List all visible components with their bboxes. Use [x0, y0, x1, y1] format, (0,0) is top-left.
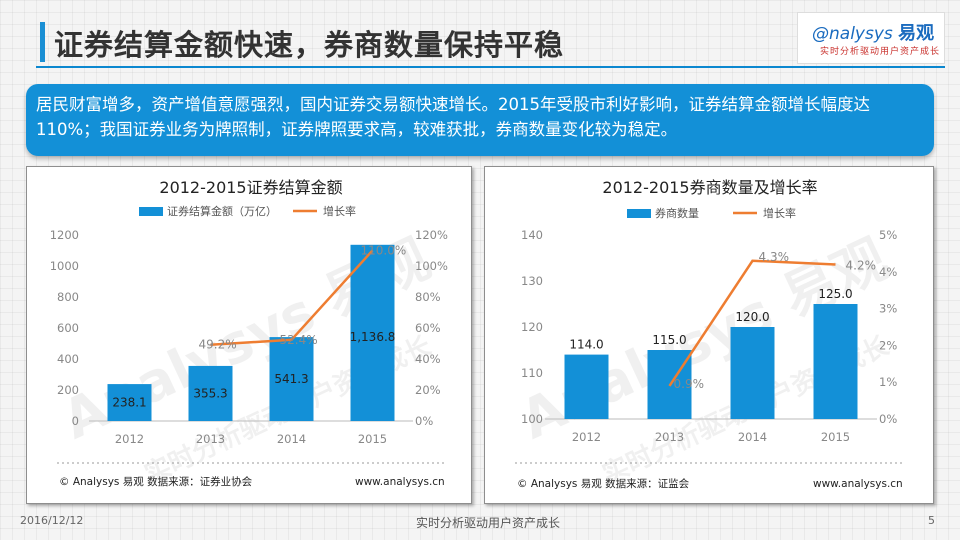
y-left-tick: 400 — [57, 352, 79, 366]
y-right-tick: 80% — [415, 290, 441, 304]
logo-swoosh-icon: @ — [812, 24, 829, 44]
chart-title: 2012-2015证券结算金额 — [159, 178, 342, 197]
y-right-tick: 60% — [415, 321, 441, 335]
y-left-tick: 1200 — [50, 228, 79, 242]
summary-box: 居民财富增多，资产增值意愿强烈，国内证券交易额快速增长。2015年受股市利好影响… — [26, 84, 934, 156]
growth-rate-label: 110.0% — [361, 244, 407, 258]
page-number: 5 — [928, 514, 935, 527]
x-category-label: 2015 — [821, 430, 850, 444]
bar-2013 — [188, 365, 233, 421]
legend-bar-swatch — [627, 209, 651, 218]
logo-tagline: 实时分析驱动用户资产成长 — [820, 47, 941, 57]
chart-title: 2012-2015券商数量及增长率 — [602, 178, 817, 197]
footer-slogan: 实时分析驱动用户资产成长 — [416, 516, 561, 530]
website-note: www.analysys.cn — [355, 476, 445, 488]
source-note: © Analysys 易观 数据来源：证券业协会 — [59, 475, 253, 488]
growth-rate-line — [668, 259, 836, 387]
y-right-tick: 2% — [879, 338, 897, 352]
growth-rate-label: 0.9% — [674, 377, 705, 391]
bar-2014 — [269, 337, 314, 421]
y-left-tick: 800 — [57, 290, 79, 304]
x-category-label: 2015 — [358, 432, 387, 446]
source-note: © Analysys 易观 数据来源：证监会 — [517, 477, 690, 490]
bar-value-label: 120.0 — [735, 310, 769, 324]
analysys-logo: @nalysys 易观 实时分析驱动用户资产成长 — [797, 12, 945, 64]
y-left-tick: 140 — [521, 228, 543, 242]
y-right-tick: 1% — [879, 375, 897, 389]
settlement-chart: Analysys 易观实时分析驱动用户资产成长2012-2015证券结算金额证券… — [50, 178, 448, 490]
legend-bar-label: 证券结算金额（万亿） — [167, 204, 277, 218]
growth-rate-label: 4.2% — [846, 258, 877, 272]
bar-2015 — [813, 304, 858, 419]
bar-value-label: 541.3 — [274, 372, 308, 386]
bar-value-label: 355.3 — [193, 386, 227, 400]
y-right-tick: 0% — [879, 412, 897, 426]
title-divider — [36, 66, 945, 68]
growth-rate-line — [210, 249, 374, 346]
bar-value-label: 115.0 — [652, 333, 686, 347]
logo-brand-mark: 易观 — [898, 23, 935, 44]
y-left-tick: 100 — [521, 412, 543, 426]
legend-bar-label: 券商数量 — [655, 206, 699, 220]
chart-panel-brokers: Analysys 易观实时分析驱动用户资产成长2012-2015券商数量及增长率… — [484, 166, 934, 504]
chart-panel-settlement: Analysys 易观实时分析驱动用户资产成长2012-2015证券结算金额证券… — [26, 166, 472, 504]
y-left-tick: 600 — [57, 321, 79, 335]
y-right-tick: 5% — [879, 228, 897, 242]
y-left-tick: 110 — [521, 366, 543, 380]
logo-brand-text: nalysys — [829, 24, 893, 44]
bar-value-label: 114.0 — [569, 338, 603, 352]
page-title: 证券结算金额快速，券商数量保持平稳 — [54, 28, 565, 62]
legend-line-label: 增长率 — [763, 206, 796, 220]
bar-2012 — [564, 354, 609, 419]
brokers-chart: Analysys 易观实时分析驱动用户资产成长2012-2015券商数量及增长率… — [511, 178, 903, 490]
growth-rate-label: 52.4% — [280, 333, 318, 347]
y-right-tick: 0% — [415, 414, 433, 428]
bar-value-label: 238.1 — [112, 396, 146, 410]
y-right-tick: 3% — [879, 302, 897, 316]
bar-2012 — [107, 384, 152, 421]
title-accent-bar — [40, 22, 45, 62]
x-category-label: 2013 — [196, 432, 225, 446]
x-category-label: 2012 — [572, 430, 601, 444]
y-right-tick: 40% — [415, 352, 441, 366]
bar-2015 — [350, 244, 395, 421]
website-note: www.analysys.cn — [813, 478, 903, 490]
summary-text: 居民财富增多，资产增值意愿强烈，国内证券交易额快速增长。2015年受股市利好影响… — [36, 95, 870, 139]
y-right-tick: 20% — [415, 383, 441, 397]
legend-bar-swatch — [139, 207, 163, 216]
x-category-label: 2012 — [115, 432, 144, 446]
legend-line-label: 增长率 — [323, 204, 356, 218]
bar-value-label: 1,136.8 — [350, 330, 396, 344]
y-left-tick: 0 — [72, 414, 79, 428]
footer-date: 2016/12/12 — [20, 514, 84, 527]
growth-rate-label: 49.2% — [199, 338, 237, 352]
y-left-tick: 1000 — [50, 259, 79, 273]
y-right-tick: 100% — [415, 259, 448, 273]
x-category-label: 2014 — [738, 430, 767, 444]
y-left-tick: 120 — [521, 320, 543, 334]
x-category-label: 2013 — [655, 430, 684, 444]
x-category-label: 2014 — [277, 432, 306, 446]
y-right-tick: 120% — [415, 228, 448, 242]
y-right-tick: 4% — [879, 265, 897, 279]
bar-value-label: 125.0 — [818, 287, 852, 301]
logo-brand: @nalysys 易观 — [812, 19, 934, 45]
y-left-tick: 200 — [57, 383, 79, 397]
y-left-tick: 130 — [521, 274, 543, 288]
growth-rate-label: 4.3% — [759, 250, 790, 264]
bar-2014 — [730, 327, 775, 419]
